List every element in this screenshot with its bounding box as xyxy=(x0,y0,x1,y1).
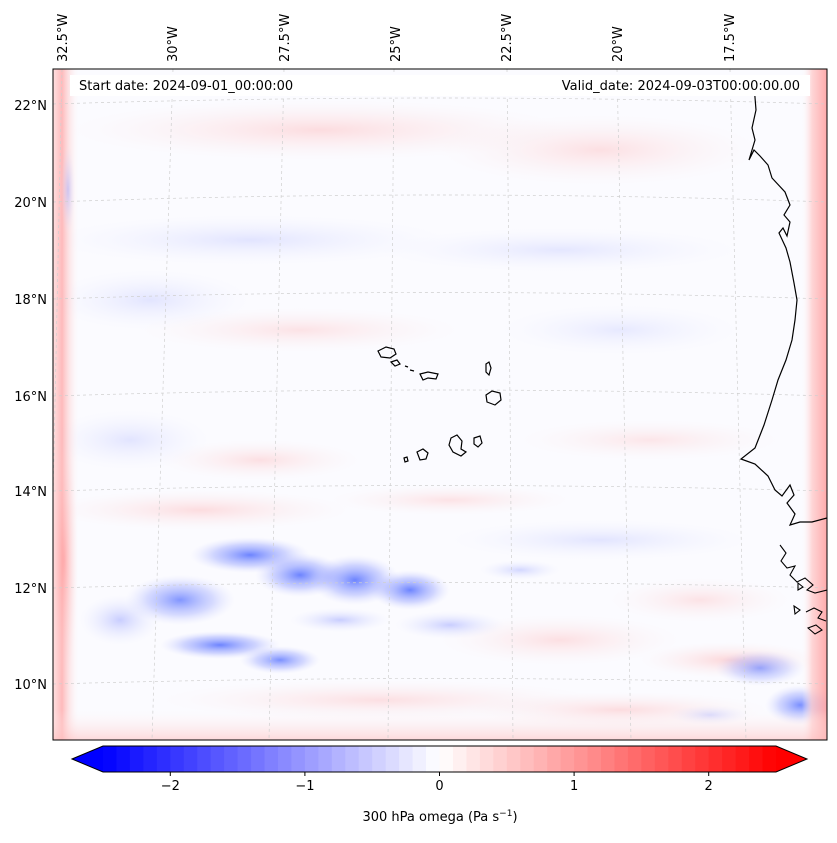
colorbar-segment xyxy=(614,746,629,772)
colorbar-segment xyxy=(493,746,508,772)
colorbar-segment xyxy=(210,746,225,772)
africa-coastline xyxy=(739,84,827,526)
colorbar-segment xyxy=(264,746,279,772)
lat-tick: 16°N xyxy=(14,390,47,405)
colorbar-segment xyxy=(479,746,494,772)
colorbar-segment xyxy=(735,746,750,772)
start-date-label: Start date: 2024-09-01_00:00:00 xyxy=(79,79,293,94)
label-strip xyxy=(70,75,810,96)
colorbar-segment xyxy=(601,746,616,772)
colorbar-max-extend xyxy=(776,746,807,772)
colorbar-segment xyxy=(695,746,710,772)
colorbar-segment xyxy=(372,746,387,772)
colorbar-tick-label: −1 xyxy=(295,779,314,794)
colorbar-tick-label: 0 xyxy=(435,779,443,794)
colorbar-outline xyxy=(70,745,809,773)
colorbar-segment xyxy=(708,746,723,772)
lat-tick: 12°N xyxy=(14,582,47,597)
lat-tick: 22°N xyxy=(14,99,47,114)
lat-tick: 18°N xyxy=(14,293,47,308)
colorbar-segment xyxy=(385,746,400,772)
colorbar-segment xyxy=(197,746,212,772)
colorbar-segment xyxy=(277,746,293,772)
lat-tick: 14°N xyxy=(14,485,47,500)
colorbar-segment xyxy=(358,746,373,772)
graticule xyxy=(53,69,827,740)
colorbar-segment xyxy=(251,746,266,772)
colorbar-segment xyxy=(466,746,481,772)
colorbar-tick-label: 1 xyxy=(570,779,578,794)
omega-field xyxy=(53,69,827,740)
lat-tick: 10°N xyxy=(14,678,47,693)
lon-tick: 20°W xyxy=(611,26,626,62)
colorbar-segment xyxy=(749,746,764,772)
colorbar-segment xyxy=(170,746,185,772)
colorbar-segment xyxy=(533,746,548,772)
colorbar-segment xyxy=(627,746,642,772)
colorbar-segment xyxy=(318,746,333,772)
colorbar-segment xyxy=(654,746,669,772)
colorbar-segment xyxy=(762,746,777,772)
colorbar-segment xyxy=(560,746,575,772)
map-frame xyxy=(52,68,828,741)
colorbar-segment xyxy=(641,746,656,772)
colorbar-segment xyxy=(224,746,239,772)
colorbar-segment xyxy=(103,746,118,772)
colorbar-segment xyxy=(439,746,454,772)
colorbar-segment xyxy=(547,746,562,772)
colorbar-min-extend xyxy=(72,746,103,772)
colorbar-segment xyxy=(116,746,131,772)
colorbar-ticks: −2 −1 0 1 2 xyxy=(161,772,713,794)
colorbar-segment xyxy=(452,746,468,772)
colorbar-segments xyxy=(103,746,777,772)
colorbar-segment xyxy=(520,746,535,772)
colorbar-segment xyxy=(668,746,683,772)
colorbar-segment xyxy=(129,746,144,772)
colorbar-segment xyxy=(156,746,171,772)
lon-tick: 32.5°W xyxy=(56,14,71,62)
lat-tick: 20°N xyxy=(14,196,47,211)
colorbar-segment xyxy=(412,746,427,772)
colorbar-segment xyxy=(574,746,589,772)
colorbar-segment xyxy=(681,746,696,772)
valid-date-label: Valid_date: 2024-09-03T00:00:00.00 xyxy=(562,79,800,94)
colorbar-segment xyxy=(237,746,252,772)
colorbar-segment xyxy=(399,746,414,772)
colorbar-segment xyxy=(304,746,319,772)
latitude-ticks: 22°N 20°N 18°N 16°N 14°N 12°N 10°N xyxy=(14,99,47,693)
colorbar-label: 300 hPa omega (Pa s−1) xyxy=(362,809,517,825)
lon-tick: 30°W xyxy=(166,26,181,62)
colorbar-segment xyxy=(183,746,198,772)
colorbar-segment xyxy=(722,746,737,772)
lon-tick: 27.5°W xyxy=(278,14,293,62)
colorbar-segment xyxy=(587,746,602,772)
colorbar-tick-label: 2 xyxy=(705,779,713,794)
lon-tick: 25°W xyxy=(389,26,404,62)
colorbar: −2 −1 0 1 2 300 hPa omega (Pa s−1) xyxy=(70,745,809,825)
colorbar-segment xyxy=(345,746,360,772)
cape-verde-islands xyxy=(377,346,502,463)
colorbar-segment xyxy=(291,746,306,772)
longitude-ticks: 32.5°W 30°W 27.5°W 25°W 22.5°W 20°W 17.5… xyxy=(56,14,738,62)
colorbar-segment xyxy=(143,746,158,772)
colorbar-tick-label: −2 xyxy=(161,779,180,794)
lon-tick: 17.5°W xyxy=(723,14,738,62)
colorbar-segment xyxy=(426,746,441,772)
lon-tick: 22.5°W xyxy=(500,14,515,62)
colorbar-segment xyxy=(331,746,346,772)
colorbar-segment xyxy=(506,746,521,772)
